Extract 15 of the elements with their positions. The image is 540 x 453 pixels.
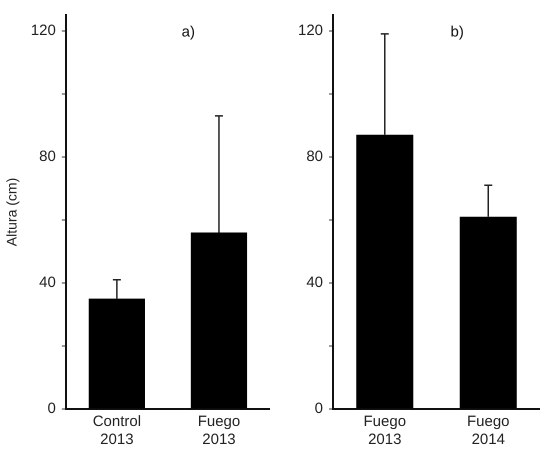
y-tick-label: 0 <box>47 400 56 418</box>
y-tick-label: 80 <box>306 148 324 165</box>
x-tick-label: Fuego 2013 <box>198 413 240 448</box>
y-tick-label: 120 <box>298 22 324 39</box>
x-tick-label: Control 2013 <box>92 413 142 448</box>
x-tick-label: Fuego 2014 <box>466 413 510 448</box>
y-axis-title: Altura (cm) <box>3 178 20 246</box>
y-tick-label: 0 <box>314 400 324 418</box>
y-tick-label: 40 <box>39 274 56 292</box>
annotation: a) <box>182 24 196 41</box>
annotation: b) <box>450 24 464 41</box>
y-tick-label: 40 <box>306 274 324 292</box>
y-tick-label: 80 <box>39 148 56 165</box>
x-tick-label: Fuego 2013 <box>363 413 406 448</box>
y-tick-label: 120 <box>30 22 56 39</box>
